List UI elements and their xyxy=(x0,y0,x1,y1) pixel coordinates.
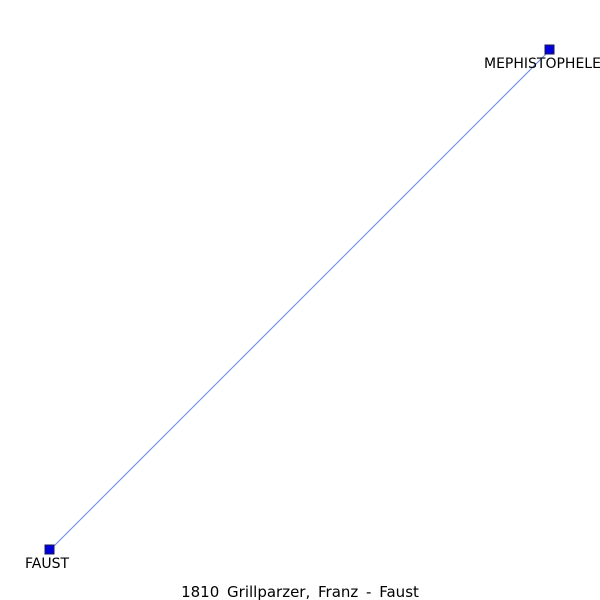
node-faust[interactable] xyxy=(44,544,55,555)
diagram-caption: 1810 Grillparzer, Franz - Faust xyxy=(181,583,419,600)
node-label-mephistopheles: MEPHISTOPHELES xyxy=(484,56,600,72)
edge-faust-mephistopheles xyxy=(49,49,551,551)
node-label-faust: FAUST xyxy=(25,556,69,572)
node-mephistopheles[interactable] xyxy=(544,44,555,55)
